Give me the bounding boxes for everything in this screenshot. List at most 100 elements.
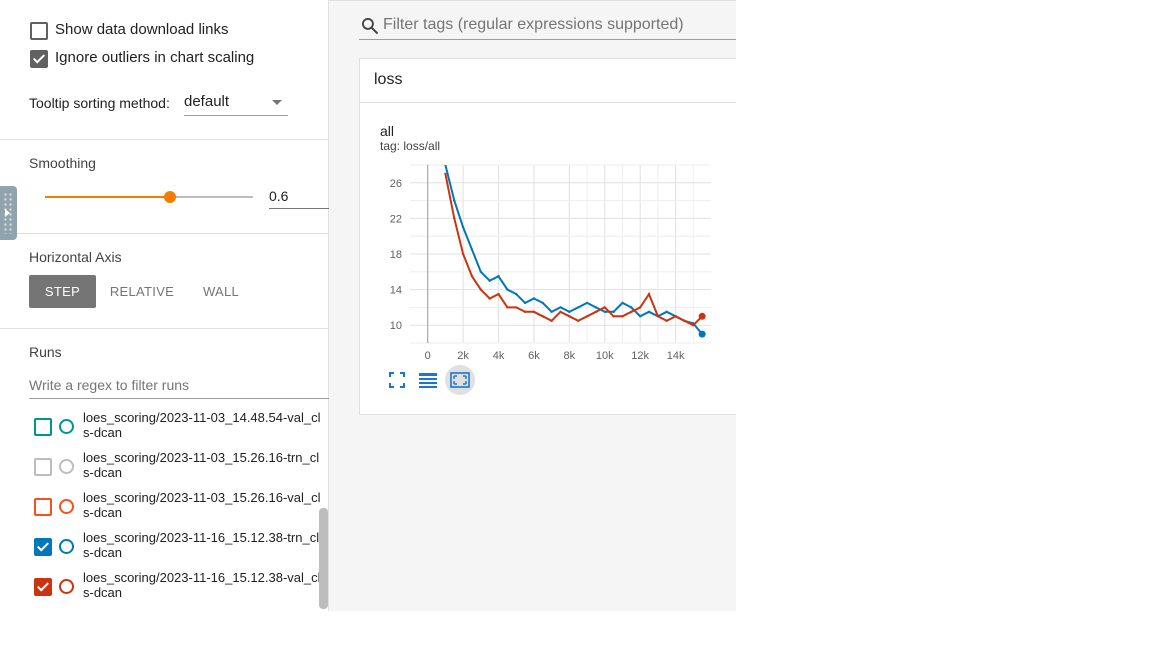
tensorboard-app: Show data download links Ignore outliers…: [0, 0, 736, 611]
series-point: [479, 270, 483, 273]
y-tick-label: 18: [390, 249, 402, 261]
tooltip-sorting-label: Tooltip sorting method:: [29, 95, 170, 111]
fit-domain-button[interactable]: [445, 365, 475, 395]
fit-domain-icon: [450, 372, 470, 388]
tooltip-sorting-select[interactable]: default: [184, 90, 288, 116]
scalar-chart-card: all tag: loss/all 10 14 18 22 26 0 2k 4k 6k 8k 10k…: [359, 102, 736, 415]
horizontal-axis-title: Horizontal Axis: [29, 249, 122, 265]
series-line-val: [444, 173, 703, 327]
ignore-outliers-checkbox[interactable]: [30, 50, 48, 68]
series-point: [541, 315, 544, 318]
axis-relative-button[interactable]: RELATIVE: [109, 284, 175, 299]
run-row[interactable]: loes_scoring/2023-11-03_15.26.16-val_cls…: [0, 490, 321, 530]
series-point: [453, 217, 456, 220]
x-tick-label: 4k: [493, 350, 505, 362]
check-icon: [36, 539, 50, 552]
series-point: [523, 310, 527, 314]
series-point: [444, 165, 447, 167]
run-label: loes_scoring/2023-11-16_15.12.38-val_cls…: [83, 570, 321, 600]
series-point: [515, 306, 518, 309]
series-point: [532, 310, 536, 314]
series-point: [630, 310, 633, 314]
smoothing-slider-thumb[interactable]: [163, 191, 176, 203]
series-point: [461, 226, 465, 229]
run-row[interactable]: loes_scoring/2023-11-16_15.12.38-val_cls…: [0, 570, 321, 610]
run-label: loes_scoring/2023-11-03_15.26.16-val_cls…: [83, 490, 321, 520]
smoothing-value: 0.6: [269, 188, 289, 204]
series-point: [470, 248, 474, 251]
series-point: [488, 279, 491, 282]
runs-filter-placeholder: Write a regex to filter runs: [29, 377, 190, 393]
run-color-swatch[interactable]: [59, 579, 74, 594]
runs-filter-input[interactable]: Write a regex to filter runs: [29, 375, 329, 399]
series-point: [621, 301, 624, 305]
series-point: [559, 306, 562, 309]
series-point: [453, 199, 456, 202]
show-download-links-checkbox[interactable]: [30, 22, 48, 40]
search-icon: [362, 18, 379, 35]
y-tick-label: 26: [390, 178, 402, 190]
smoothing-slider[interactable]: [45, 191, 253, 203]
series-point: [647, 292, 651, 296]
series-point: [541, 301, 544, 305]
tooltip-sorting-value: default: [184, 93, 230, 110]
divider: [0, 233, 329, 234]
loss-chart[interactable]: 10 14 18 22 26 0 2k 4k 6k 8k 10k 12k 14k: [360, 103, 736, 363]
x-tick-label: 10k: [596, 350, 614, 362]
run-checkbox[interactable]: [34, 498, 52, 516]
data-table-icon: [419, 373, 437, 388]
fullscreen-button[interactable]: [384, 367, 410, 393]
divider: [0, 139, 329, 140]
tag-filter-input[interactable]: Filter tags (regular expressions support…: [359, 10, 736, 40]
series-point: [638, 306, 642, 309]
x-tick-label: 6k: [528, 350, 540, 362]
run-label: loes_scoring/2023-11-03_15.26.16-trn_cls…: [83, 450, 320, 480]
series-point: [638, 315, 642, 318]
series-point: [461, 252, 465, 256]
series-point: [585, 301, 589, 305]
sidebar-toggle-handle[interactable]: [0, 186, 17, 240]
series-point: [470, 275, 474, 278]
run-row[interactable]: loes_scoring/2023-11-03_14.48.54-val_cls…: [0, 410, 321, 450]
series-point: [683, 319, 686, 322]
run-color-swatch[interactable]: [59, 499, 74, 514]
series-point: [621, 315, 624, 318]
series-point: [594, 306, 598, 309]
runs-scrollbar[interactable]: [319, 508, 328, 609]
axis-step-button[interactable]: STEP: [29, 275, 96, 308]
series-point: [568, 315, 571, 318]
run-checkbox[interactable]: [34, 458, 52, 476]
tag-group-header[interactable]: loss: [359, 58, 736, 102]
x-tick-label: 12k: [631, 350, 649, 362]
series-point: [577, 319, 580, 322]
series-point: [612, 315, 615, 318]
run-color-swatch[interactable]: [59, 539, 74, 554]
series-point: [497, 292, 500, 296]
data-table-button[interactable]: [415, 367, 441, 393]
smoothing-input[interactable]: 0.6: [269, 186, 329, 209]
chart-tag: tag: loss/all: [380, 139, 441, 153]
run-row[interactable]: loes_scoring/2023-11-16_15.12.38-trn_cls…: [0, 530, 320, 570]
x-tick-label: 14k: [667, 350, 685, 362]
run-checkbox[interactable]: [34, 578, 52, 596]
run-checkbox[interactable]: [34, 538, 52, 556]
series-point: [603, 310, 606, 314]
series-point: [444, 172, 447, 176]
series-point: [550, 310, 553, 314]
series-point: [506, 288, 509, 291]
x-tick-label: 2k: [457, 350, 469, 362]
axis-wall-button[interactable]: WALL: [202, 284, 240, 299]
y-tick-label: 14: [390, 285, 402, 297]
run-row[interactable]: loes_scoring/2023-11-03_15.26.16-trn_cls…: [0, 450, 320, 490]
series-point: [665, 319, 668, 322]
series-point: [674, 315, 677, 318]
series-point: [692, 324, 695, 327]
divider: [0, 328, 329, 329]
run-label: loes_scoring/2023-11-16_15.12.38-trn_cls…: [83, 530, 320, 560]
series-line-trn: [444, 165, 703, 335]
run-color-swatch[interactable]: [59, 419, 74, 434]
expand-arrow-icon: [5, 209, 10, 217]
run-checkbox[interactable]: [34, 418, 52, 436]
run-color-swatch[interactable]: [59, 459, 74, 474]
series-point: [532, 297, 536, 300]
